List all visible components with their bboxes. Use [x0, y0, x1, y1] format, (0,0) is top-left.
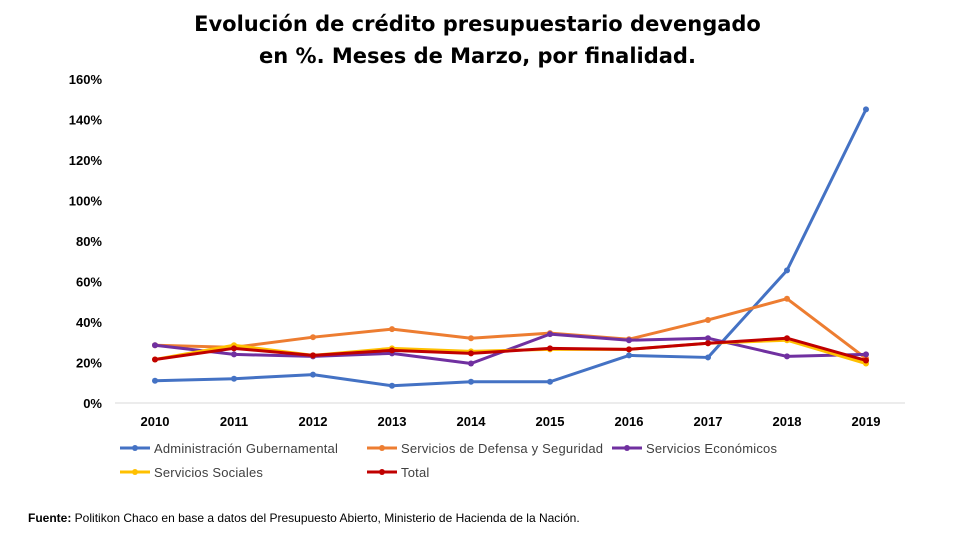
y-tick-label: 80% [76, 234, 102, 249]
data-point [389, 347, 395, 354]
series-line [153, 297, 868, 360]
data-point [389, 382, 395, 389]
data-point [310, 334, 316, 341]
legend-item-sociales: Servicios Sociales [120, 462, 263, 482]
x-tick-label: 2011 [220, 414, 248, 429]
legend-swatch-defensa [367, 445, 397, 451]
data-point [547, 378, 553, 385]
data-point [547, 331, 553, 338]
data-point [784, 335, 790, 342]
data-point [784, 353, 790, 360]
data-point [468, 378, 474, 385]
data-point [468, 360, 474, 367]
legend-swatch-total [367, 469, 397, 475]
data-point [468, 335, 474, 342]
data-point [863, 357, 869, 364]
chart-title-line-1: Evolución de crédito presupuestario deve… [194, 12, 761, 36]
data-point [626, 346, 632, 353]
y-tick-label: 40% [76, 315, 102, 330]
legend-label-defensa: Servicios de Defensa y Seguridad [401, 440, 604, 456]
source-label: Fuente: [28, 511, 72, 525]
x-axis-ticks: 2010 2011 2012 2013 2014 2015 2016 2017 2018 2019 [141, 414, 881, 429]
legend-label-administracion: Administración Gubernamental [154, 440, 339, 456]
y-tick-label: 100% [69, 194, 103, 209]
series-5 [152, 335, 869, 364]
y-tick-label: 60% [76, 275, 102, 290]
data-point [152, 377, 158, 384]
chart-title: Evolución de crédito presupuestario deve… [0, 8, 955, 72]
source-text: Politikon Chaco en base a datos del Pres… [71, 511, 580, 525]
legend-swatch-economicos [612, 445, 642, 451]
series-3 [152, 331, 869, 367]
series-line [153, 107, 868, 388]
legend-label-economicos: Servicios Económicos [646, 440, 778, 456]
data-point [863, 106, 869, 113]
y-tick-label: 160% [69, 72, 103, 87]
y-tick-label: 140% [69, 113, 103, 128]
data-point [310, 352, 316, 359]
data-point [626, 337, 632, 344]
x-tick-label: 2015 [536, 414, 565, 429]
legend-item-total: Total [367, 462, 429, 482]
legend-label-sociales: Servicios Sociales [154, 464, 264, 480]
data-point [389, 326, 395, 333]
data-point [784, 295, 790, 302]
data-point [310, 371, 316, 378]
x-tick-label: 2012 [299, 414, 328, 429]
y-tick-label: 120% [69, 153, 103, 168]
data-point [152, 342, 158, 349]
x-tick-label: 2017 [694, 414, 723, 429]
series-line [153, 332, 868, 366]
data-point [626, 352, 632, 359]
y-axis-ticks: 0% 20% 40% 60% 80% 100% 120% 140% 160% [69, 72, 103, 411]
data-point [231, 375, 237, 382]
data-point [231, 351, 237, 358]
data-point [705, 335, 711, 342]
data-point [863, 351, 869, 358]
legend-label-total: Total [401, 464, 430, 480]
x-tick-label: 2014 [457, 414, 487, 429]
y-tick-label: 20% [76, 356, 102, 371]
x-tick-label: 2010 [141, 414, 170, 429]
series-line [153, 336, 868, 362]
x-tick-label: 2019 [852, 414, 881, 429]
data-point [705, 316, 711, 323]
legend-item-administracion: Administración Gubernamental [120, 438, 338, 458]
series-lines [152, 106, 869, 389]
legend-swatch-administracion [120, 445, 150, 451]
legend: Administración Gubernamental Servicios d… [120, 438, 840, 486]
chart-title-line-2: en %. Meses de Marzo, por finalidad. [259, 44, 696, 68]
x-tick-label: 2016 [615, 414, 644, 429]
series-1 [152, 106, 869, 389]
data-point [231, 345, 237, 352]
data-point [468, 350, 474, 357]
legend-item-defensa: Servicios de Defensa y Seguridad [367, 438, 603, 458]
legend-row-2: Servicios Sociales Total [120, 462, 840, 486]
data-point [152, 356, 158, 363]
legend-item-economicos: Servicios Económicos [612, 438, 777, 458]
data-point [705, 354, 711, 361]
legend-row-1: Administración Gubernamental Servicios d… [120, 438, 840, 462]
x-tick-label: 2013 [378, 414, 407, 429]
source-note: Fuente: Politikon Chaco en base a datos … [28, 511, 580, 525]
legend-swatch-sociales [120, 469, 150, 475]
data-point [547, 345, 553, 352]
y-tick-label: 0% [83, 396, 102, 411]
x-tick-label: 2018 [773, 414, 802, 429]
data-point [784, 267, 790, 274]
data-point [705, 340, 711, 347]
